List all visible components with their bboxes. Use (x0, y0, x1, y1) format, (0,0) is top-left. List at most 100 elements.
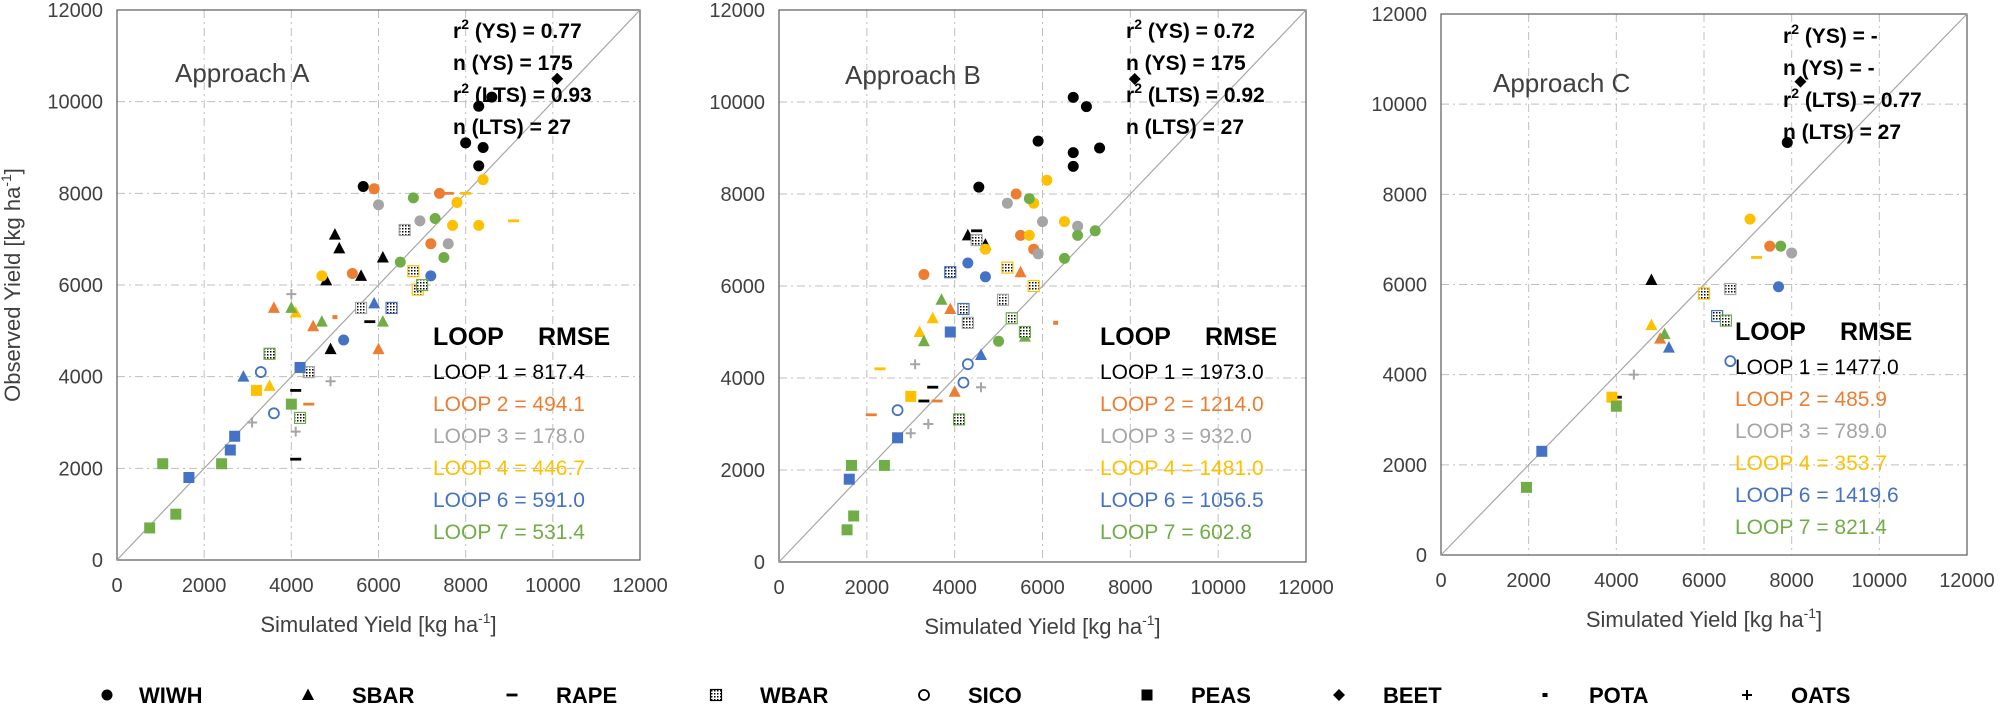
fit-statistics: r2 (YS) = 0.72 n (YS) = 175 r2 (LTS) = 0.9… (1126, 16, 1265, 139)
x-tick-label: 4000 (932, 577, 977, 599)
data-point-sbar (1645, 318, 1658, 331)
x-tick-label: 10000 (1190, 577, 1246, 599)
data-point-wbar (944, 266, 957, 279)
data-point-peas (841, 524, 853, 536)
data-points (841, 73, 1141, 536)
stat-line: r2 (YS) = 0.77 (453, 16, 582, 43)
rmse-table: LOOP RMSE LOOP 1 = 1973.0 LOOP 2 = 1214.0 LO… (1100, 323, 1277, 544)
data-point-rape (874, 367, 886, 371)
data-point-wiwh (1080, 101, 1092, 113)
legend-label-wbar: WBAR (760, 683, 829, 708)
data-point-sbar (333, 241, 346, 254)
legend-marker-wiwh (101, 689, 113, 701)
data-point-beet (1794, 75, 1807, 88)
x-tick-label: 8000 (443, 575, 488, 597)
data-point-sico (1724, 355, 1737, 368)
stat-line: r2 (LTS) = 0.92 (1126, 80, 1265, 107)
y-tick-label: 4000 (59, 367, 104, 389)
rmse-row: LOOP 4 = 446.7 (433, 457, 585, 480)
data-point-wiwh (979, 271, 991, 283)
data-point-sbar (948, 385, 961, 397)
data-point-wiwh (425, 238, 437, 250)
data-point-peas (878, 459, 890, 471)
data-point-sico (267, 407, 280, 420)
data-point-peas (216, 458, 228, 470)
data-point-wiwh (460, 137, 472, 149)
data-point-wbar (398, 223, 411, 237)
data-point-rape (865, 413, 877, 417)
data-point-rape (927, 385, 939, 389)
data-point-wiwh (1781, 136, 1793, 148)
data-point-sbar (267, 301, 280, 313)
data-point-sbar (975, 348, 988, 360)
one-to-one-line (1440, 13, 1968, 556)
data-point-wiwh (316, 270, 328, 282)
data-point-oats (247, 417, 258, 428)
x-tick-label: 8000 (1769, 570, 1814, 592)
scatter-panel-3: 00 2000 2000 4000 4000 6000 6000 8000 8000 10000 1… (1371, 4, 1994, 632)
data-point-peas (229, 430, 241, 442)
data-point-wbar (354, 301, 368, 315)
stat-line: r2 (YS) = 0.72 (1126, 16, 1255, 43)
x-tick-label: 2000 (1506, 570, 1551, 592)
fit-statistics: r2 (YS) = - n (YS) = - r2 (LTS) = 0.77 n (L… (1783, 21, 1922, 144)
legend-marker-rape (506, 693, 518, 697)
data-point-rape (364, 320, 376, 324)
rmse-row: LOOP 3 = 178.0 (433, 425, 585, 448)
data-point-rape (290, 389, 302, 392)
data-point-peas (144, 522, 156, 534)
legend-label-pota: POTA (1589, 683, 1649, 708)
data-point-wiwh (1023, 229, 1035, 241)
data-point-peas (848, 510, 860, 522)
data-point-sbar (285, 301, 298, 313)
legend-label-sbar: SBAR (352, 683, 414, 708)
y-tick-label: 8000 (721, 184, 766, 206)
y-axis-label: Observed Yield [kg ha-1] (0, 168, 25, 402)
fit-statistics: r2 (YS) = 0.77 n (YS) = 175 r2 (LTS) = 0.9… (453, 16, 592, 139)
y-tick-label: 4000 (721, 368, 766, 390)
x-tick-label: 12000 (1939, 570, 1995, 592)
data-point-oats (976, 382, 987, 393)
rmse-row: LOOP 2 = 485.9 (1735, 388, 1887, 411)
rmse-row: LOOP 1 = 1973.0 (1100, 361, 1264, 384)
plot-frame (116, 9, 641, 561)
x-tick-label: 0 (1435, 570, 1446, 592)
stat-line: r2 (LTS) = 0.77 (1783, 85, 1922, 112)
stat-line: n (YS) = - (1783, 57, 1875, 80)
data-point-peas (1610, 400, 1622, 412)
legend-marker-oats (1742, 690, 1752, 700)
stat-line: r2 (LTS) = 0.93 (453, 80, 592, 107)
data-point-wiwh (1037, 216, 1048, 228)
data-point-oats (286, 289, 297, 300)
y-tick-label: 10000 (1371, 94, 1427, 116)
data-point-wbar (407, 265, 420, 278)
legend-label-peas: PEAS (1191, 683, 1251, 708)
data-point-wiwh (1010, 188, 1022, 200)
rmse-row: LOOP 4 = 353.7 (1735, 452, 1887, 475)
rmse-row: LOOP 7 = 531.4 (433, 521, 585, 544)
data-point-sbar (944, 302, 957, 314)
data-point-wiwh (1067, 160, 1079, 172)
stat-line: n (LTS) = 27 (1783, 121, 1901, 144)
legend-label-rape: RAPE (556, 683, 617, 708)
rmse-row: LOOP 4 = 1481.0 (1100, 457, 1264, 480)
y-tick-label: 12000 (709, 0, 765, 22)
data-point-wbar (1018, 325, 1032, 339)
data-point-sico (957, 376, 970, 389)
data-point-wiwh (993, 335, 1005, 347)
data-point-wbar (1724, 282, 1737, 296)
y-tick-label: 12000 (1371, 4, 1427, 26)
data-point-sbar (913, 325, 926, 337)
x-tick-label: 12000 (1278, 577, 1334, 599)
plot-frame (1440, 13, 1968, 556)
data-point-wiwh (1067, 91, 1079, 103)
data-point-sbar (328, 228, 341, 240)
data-point-wiwh (486, 91, 498, 103)
data-point-wiwh (1032, 135, 1044, 147)
rmse-header-rmse: RMSE (1840, 318, 1912, 346)
data-point-wbar (1001, 261, 1014, 274)
chart-title: Approach C (1493, 68, 1630, 98)
data-point-wiwh (1786, 247, 1798, 259)
data-point-rape (290, 457, 302, 461)
legend-marker-sico (918, 689, 930, 701)
